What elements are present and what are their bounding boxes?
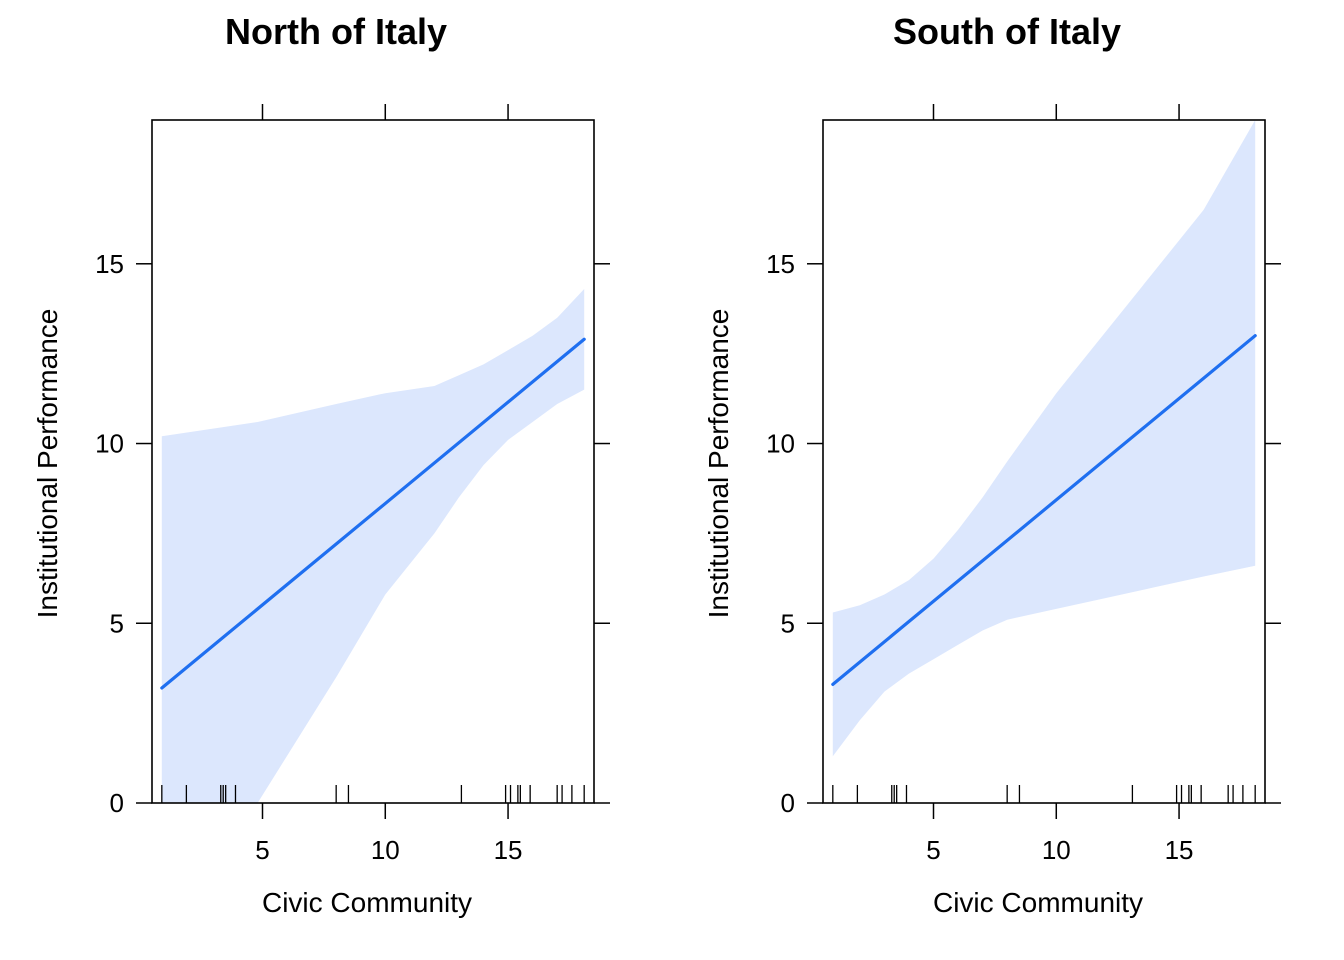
chart-panel-1: North of Italy 5 10 15 0 5 10 15 Civic Community…	[32, 11, 610, 918]
y-tick-label: 10	[95, 429, 124, 459]
x-axis-label: Civic Community	[933, 887, 1143, 918]
x-tick-label: 15	[494, 835, 523, 865]
chart-panel-2: South of Italy 5 10 15 0 5 10 15 Civic Community…	[703, 11, 1281, 918]
y-tick-label: 15	[766, 249, 795, 279]
y-axis-label: Institutional Performance	[32, 309, 63, 619]
y-tick-label: 0	[781, 788, 795, 818]
fit-line	[160, 337, 586, 690]
x-tick-label: 10	[1042, 835, 1071, 865]
x-tick-label: 15	[1165, 835, 1194, 865]
y-tick-label: 0	[110, 788, 124, 818]
x-axis-label: Civic Community	[262, 887, 472, 918]
plot-frame	[151, 119, 595, 804]
y-tick-label: 5	[110, 608, 124, 638]
chart-title: South of Italy	[893, 11, 1121, 52]
fit-line	[831, 334, 1257, 686]
y-axis-label: Institutional Performance	[703, 309, 734, 619]
y-tick-label: 10	[766, 429, 795, 459]
x-tick-label: 5	[926, 835, 940, 865]
y-tick-label: 5	[781, 608, 795, 638]
y-tick-label: 15	[95, 249, 124, 279]
confidence-band	[832, 120, 1256, 757]
x-tick-label: 5	[255, 835, 269, 865]
chart-title: North of Italy	[225, 11, 447, 52]
confidence-band	[161, 289, 585, 803]
plot-frame	[822, 119, 1266, 804]
x-tick-label: 10	[371, 835, 400, 865]
